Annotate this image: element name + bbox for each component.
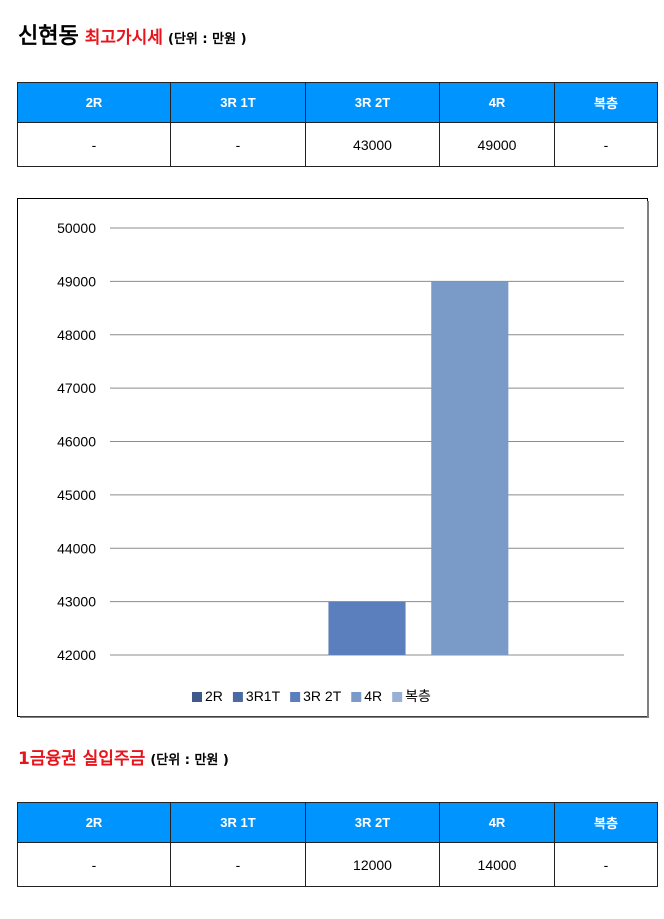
y-tick-label: 46000 bbox=[57, 434, 96, 450]
max-price-table: 2R 3R 1T 3R 2T 4R 복층 - - 43000 49000 - bbox=[17, 82, 658, 167]
legend-swatch bbox=[351, 692, 362, 702]
y-tick-label: 50000 bbox=[57, 220, 96, 236]
legend-swatch bbox=[392, 692, 403, 702]
bar-4r bbox=[431, 281, 509, 655]
legend-label: 3R 2T bbox=[303, 688, 342, 704]
legend-label: 3R1T bbox=[246, 688, 281, 704]
col-header-3r1t: 3R 1T bbox=[170, 802, 306, 843]
section2-unit: (단위 : 만원 ) bbox=[150, 753, 229, 768]
section2-subject: 1금융권 실입주금 bbox=[18, 749, 146, 769]
cell-duplex: - bbox=[554, 122, 658, 167]
col-header-3r1t: 3R 1T bbox=[170, 82, 306, 123]
section2-heading: 1금융권 실입주금 (단위 : 만원 ) bbox=[18, 744, 229, 769]
cell-duplex: - bbox=[554, 842, 658, 887]
y-tick-label: 43000 bbox=[57, 594, 96, 610]
y-tick-label: 49000 bbox=[57, 273, 96, 289]
cell-3r1t: - bbox=[170, 842, 306, 887]
legend-swatch bbox=[232, 692, 243, 702]
section1-heading: 신현동 최고가시세 (단위 : 만원 ) bbox=[18, 18, 247, 50]
cell-3r2t: 12000 bbox=[305, 842, 440, 887]
table-row: - - 12000 14000 - bbox=[17, 842, 658, 887]
y-tick-label: 48000 bbox=[57, 327, 96, 343]
col-header-duplex: 복층 bbox=[554, 802, 658, 843]
cell-3r2t: 43000 bbox=[305, 122, 440, 167]
y-tick-label: 44000 bbox=[57, 540, 96, 556]
cell-3r1t: - bbox=[170, 122, 306, 167]
bar-3r2t bbox=[328, 601, 406, 655]
col-header-3r2t: 3R 2T bbox=[305, 82, 440, 123]
bars bbox=[328, 281, 509, 655]
col-header-2r: 2R bbox=[17, 82, 171, 123]
legend-label: 4R bbox=[364, 688, 382, 704]
cell-4r: 49000 bbox=[439, 122, 555, 167]
legend: 2R 3R1T 3R 2T 4R 복층 bbox=[192, 688, 431, 704]
y-tick-label: 47000 bbox=[57, 380, 96, 396]
table-header-row: 2R 3R 1T 3R 2T 4R 복층 bbox=[17, 802, 658, 843]
cell-2r: - bbox=[17, 122, 171, 167]
place-name: 신현동 bbox=[18, 24, 79, 49]
section1-subject: 최고가시세 bbox=[84, 28, 163, 48]
col-header-duplex: 복층 bbox=[554, 82, 658, 123]
col-header-4r: 4R bbox=[439, 82, 555, 123]
cell-4r: 14000 bbox=[439, 842, 555, 887]
table-row: - - 43000 49000 - bbox=[17, 122, 658, 167]
col-header-3r2t: 3R 2T bbox=[305, 802, 440, 843]
col-header-2r: 2R bbox=[17, 802, 171, 843]
price-bar-chart: 50000 49000 48000 47000 46000 45000 44000 43000… bbox=[17, 198, 649, 718]
legend-swatch bbox=[192, 692, 202, 702]
legend-swatch bbox=[290, 692, 301, 702]
section1-unit: (단위 : 만원 ) bbox=[168, 32, 247, 47]
y-axis-ticks: 50000 49000 48000 47000 46000 45000 44000 43000… bbox=[57, 220, 96, 663]
legend-label: 복층 bbox=[405, 688, 431, 704]
y-tick-label: 42000 bbox=[57, 647, 96, 663]
legend-label: 2R bbox=[205, 688, 223, 704]
cell-2r: - bbox=[17, 842, 171, 887]
table-header-row: 2R 3R 1T 3R 2T 4R 복층 bbox=[17, 82, 658, 123]
move-in-cost-table: 2R 3R 1T 3R 2T 4R 복층 - - 12000 14000 - bbox=[17, 802, 658, 887]
y-tick-label: 45000 bbox=[57, 487, 96, 503]
col-header-4r: 4R bbox=[439, 802, 555, 843]
